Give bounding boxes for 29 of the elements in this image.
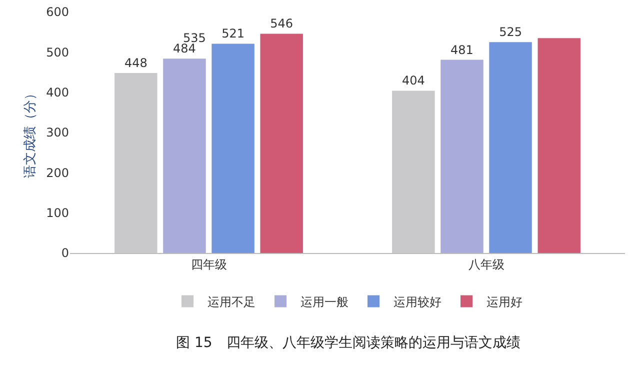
text: 图 15 四年级、八年级学生阅读策略的运用与语文成绩 <box>176 335 520 351</box>
bar <box>392 90 435 253</box>
data-label: 521 <box>222 26 244 41</box>
y-tick-label: 0 <box>61 246 69 260</box>
bar <box>163 58 206 253</box>
y-tick-label: 200 <box>46 166 69 180</box>
x-tick-label: 四年级 <box>190 257 227 272</box>
legend-label: 运用一般 <box>300 294 348 309</box>
y-tick-label: 300 <box>46 126 69 140</box>
bar <box>538 38 580 253</box>
bar <box>114 73 158 253</box>
data-label: 546 <box>270 16 294 31</box>
data-label: 404 <box>402 74 425 88</box>
bar <box>212 44 254 253</box>
data-label: 481 <box>450 42 474 57</box>
bar <box>260 34 303 253</box>
data-label: 525 <box>499 25 522 40</box>
y-tick-label: 600 <box>46 5 69 20</box>
y-tick-label: 500 <box>46 45 69 60</box>
y-tick-label: 100 <box>46 206 69 220</box>
legend-label: 运用较好 <box>394 294 442 309</box>
legend-label: 运用不足 <box>208 294 256 309</box>
data-label: 448 <box>124 56 148 70</box>
y-tick-label: 400 <box>46 86 69 100</box>
legend-label: 运用好 <box>486 294 522 309</box>
bar <box>440 60 484 253</box>
y-axis-title: 语文成绩（分） <box>23 87 38 178</box>
x-tick-label: 八年级 <box>468 257 504 272</box>
bar <box>489 42 532 253</box>
